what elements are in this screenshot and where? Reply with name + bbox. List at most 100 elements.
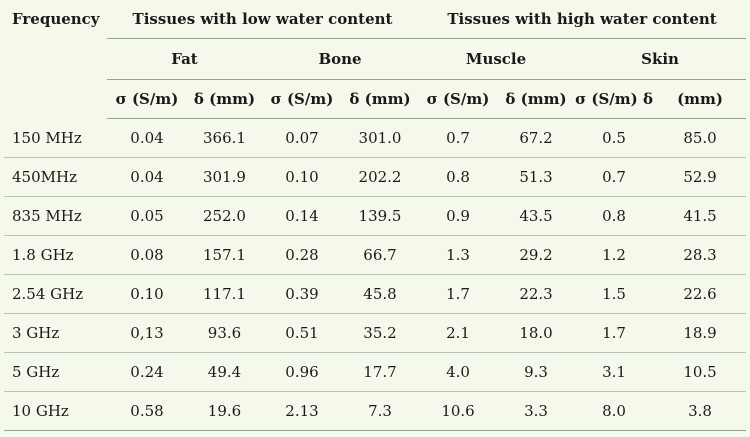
table-row: 450MHz 0.04 301.9 0.10 202.2 0.8 51.3 0.…: [4, 157, 747, 197]
frequency-cell: 5 GHz: [4, 352, 107, 392]
value-cell: 0.7: [418, 118, 499, 158]
value-cell: 66.7: [342, 235, 419, 275]
value-cell: 0.5: [574, 118, 655, 158]
header-row-groups: Frequency Tissues with low water content…: [4, 0, 747, 39]
value-cell: 3.8: [654, 391, 747, 431]
frequency-cell: 835 MHz: [4, 196, 107, 236]
tissue-header-bone: Bone: [262, 38, 419, 80]
value-cell: 67.2: [498, 118, 575, 158]
value-cell: 22.6: [654, 274, 747, 314]
value-cell: 17.7: [342, 352, 419, 392]
tissue-header-skin: Skin: [574, 38, 747, 80]
tissue-header-fat: Fat: [107, 38, 262, 80]
unit-header: σ (S/m) δ: [574, 79, 655, 119]
header-row-tissues: Fat Bone Muscle Skin: [4, 38, 747, 80]
frequency-cell: 10 GHz: [4, 391, 107, 431]
value-cell: 19.6: [187, 391, 262, 431]
value-cell: 29.2: [498, 235, 575, 275]
value-cell: 28.3: [654, 235, 747, 275]
value-cell: 8.0: [574, 391, 655, 431]
value-cell: 93.6: [187, 313, 262, 353]
value-cell: 3.3: [498, 391, 575, 431]
unit-header: δ (mm): [187, 79, 262, 119]
table-body: 150 MHz 0.04 366.1 0.07 301.0 0.7 67.2 0…: [4, 118, 747, 431]
value-cell: 0.8: [418, 157, 499, 197]
table-row: 5 GHz 0.24 49.4 0.96 17.7 4.0 9.3 3.1 10…: [4, 352, 747, 392]
value-cell: 117.1: [187, 274, 262, 314]
value-cell: 0.96: [262, 352, 342, 392]
frequency-cell: 150 MHz: [4, 118, 107, 158]
value-cell: 10.5: [654, 352, 747, 392]
value-cell: 139.5: [342, 196, 419, 236]
table-header: Frequency Tissues with low water content…: [4, 0, 747, 119]
value-cell: 202.2: [342, 157, 419, 197]
value-cell: 0.58: [107, 391, 187, 431]
table-row: 835 MHz 0.05 252.0 0.14 139.5 0.9 43.5 0…: [4, 196, 747, 236]
value-cell: 157.1: [187, 235, 262, 275]
value-cell: 1.7: [574, 313, 655, 353]
value-cell: 0.04: [107, 118, 187, 158]
value-cell: 45.8: [342, 274, 419, 314]
unit-header: σ (S/m): [107, 79, 187, 119]
value-cell: 4.0: [418, 352, 499, 392]
value-cell: 301.0: [342, 118, 419, 158]
frequency-cell: 1.8 GHz: [4, 235, 107, 275]
frequency-cell: 3 GHz: [4, 313, 107, 353]
unit-header: σ (S/m): [262, 79, 342, 119]
value-cell: 1.7: [418, 274, 499, 314]
value-cell: 9.3: [498, 352, 575, 392]
value-cell: 0.10: [262, 157, 342, 197]
value-cell: 51.3: [498, 157, 575, 197]
value-cell: 366.1: [187, 118, 262, 158]
frequency-header: Frequency: [12, 10, 100, 28]
value-cell: 0.05: [107, 196, 187, 236]
value-cell: 3.1: [574, 352, 655, 392]
unit-header: σ (S/m): [418, 79, 499, 119]
value-cell: 1.3: [418, 235, 499, 275]
value-cell: 252.0: [187, 196, 262, 236]
value-cell: 85.0: [654, 118, 747, 158]
value-cell: 0.8: [574, 196, 655, 236]
value-cell: 0.07: [262, 118, 342, 158]
table-row: 2.54 GHz 0.10 117.1 0.39 45.8 1.7 22.3 1…: [4, 274, 747, 314]
unit-header: δ (mm): [342, 79, 419, 119]
value-cell: 1.2: [574, 235, 655, 275]
header-row-units: σ (S/m) δ (mm) σ (S/m) δ (mm) σ (S/m) δ …: [4, 79, 747, 119]
unit-header: δ (mm): [498, 79, 575, 119]
table-row: 3 GHz 0,13 93.6 0.51 35.2 2.1 18.0 1.7 1…: [4, 313, 747, 353]
value-cell: 43.5: [498, 196, 575, 236]
value-cell: 0.51: [262, 313, 342, 353]
value-cell: 0,13: [107, 313, 187, 353]
table-row: 150 MHz 0.04 366.1 0.07 301.0 0.7 67.2 0…: [4, 118, 747, 158]
value-cell: 52.9: [654, 157, 747, 197]
value-cell: 2.1: [418, 313, 499, 353]
value-cell: 0.08: [107, 235, 187, 275]
value-cell: 41.5: [654, 196, 747, 236]
value-cell: 0.7: [574, 157, 655, 197]
value-cell: 35.2: [342, 313, 419, 353]
value-cell: 49.4: [187, 352, 262, 392]
value-cell: 0.28: [262, 235, 342, 275]
table-row: 10 GHz 0.58 19.6 2.13 7.3 10.6 3.3 8.0 3…: [4, 391, 747, 431]
high-water-group-header: Tissues with high water content: [418, 0, 747, 39]
value-cell: 0.14: [262, 196, 342, 236]
value-cell: 7.3: [342, 391, 419, 431]
value-cell: 0.9: [418, 196, 499, 236]
value-cell: 10.6: [418, 391, 499, 431]
tissue-properties-table: Frequency Tissues with low water content…: [4, 0, 747, 431]
value-cell: 0.24: [107, 352, 187, 392]
value-cell: 0.04: [107, 157, 187, 197]
frequency-cell: 450MHz: [4, 157, 107, 197]
table-row: 1.8 GHz 0.08 157.1 0.28 66.7 1.3 29.2 1.…: [4, 235, 747, 275]
low-water-group-header: Tissues with low water content: [107, 0, 419, 39]
value-cell: 22.3: [498, 274, 575, 314]
unit-header: (mm): [654, 79, 747, 119]
tissue-header-muscle: Muscle: [418, 38, 575, 80]
value-cell: 18.0: [498, 313, 575, 353]
value-cell: 0.39: [262, 274, 342, 314]
value-cell: 18.9: [654, 313, 747, 353]
value-cell: 0.10: [107, 274, 187, 314]
frequency-cell: 2.54 GHz: [4, 274, 107, 314]
value-cell: 301.9: [187, 157, 262, 197]
value-cell: 2.13: [262, 391, 342, 431]
